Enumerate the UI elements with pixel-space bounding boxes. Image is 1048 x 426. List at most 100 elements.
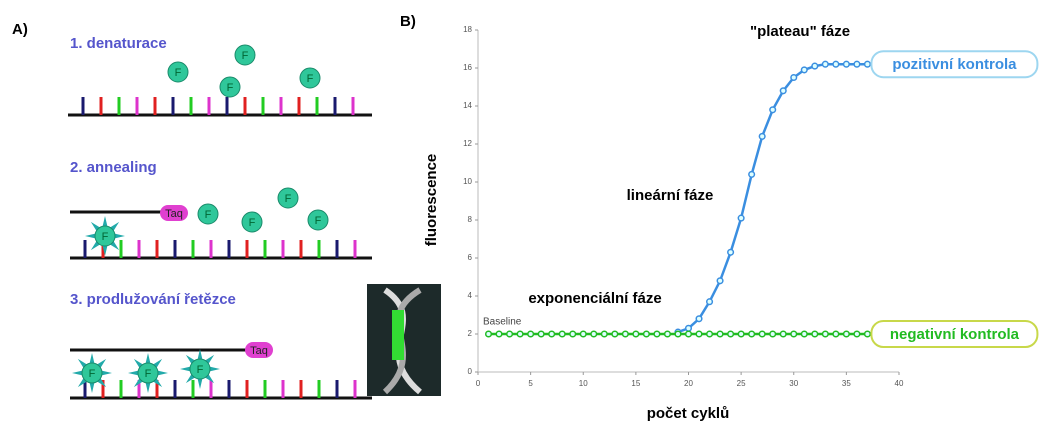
marker	[611, 330, 619, 338]
marker	[737, 214, 745, 222]
x-tick-label: 35	[842, 379, 851, 388]
y-tick-label: 18	[463, 25, 472, 34]
marker	[621, 330, 629, 338]
fluorophore	[167, 61, 189, 83]
marker	[769, 330, 777, 338]
marker	[727, 248, 735, 256]
marker	[706, 330, 714, 338]
marker	[684, 324, 693, 332]
glow	[85, 233, 97, 239]
marker	[527, 330, 535, 338]
marker	[695, 315, 703, 323]
fluorophore	[299, 67, 321, 89]
marker	[832, 60, 840, 68]
dna-photo	[367, 284, 441, 396]
taq	[160, 205, 188, 221]
fluorophore	[81, 362, 103, 384]
glow	[197, 377, 203, 389]
glow	[72, 370, 84, 376]
marker	[548, 330, 556, 338]
x-tick-label: 0	[476, 379, 481, 388]
y-tick-label: 16	[463, 63, 472, 72]
marker	[790, 330, 798, 338]
marker	[674, 330, 682, 338]
marker	[716, 330, 724, 338]
marker	[853, 330, 861, 338]
glow	[180, 366, 192, 372]
y-tick-label: 0	[468, 367, 473, 376]
panel-label: B)	[400, 13, 416, 30]
x-tick-label: 40	[895, 379, 904, 388]
legend-box	[870, 320, 1039, 348]
annotation: "plateau" fáze	[750, 23, 850, 40]
fluorophore	[137, 362, 159, 384]
legend-label: negativní kontrola	[890, 326, 1020, 343]
fluorophore-label: F	[249, 217, 256, 229]
fluorophore	[277, 187, 299, 209]
glow	[100, 370, 112, 376]
marker	[853, 60, 861, 68]
fluorophore-label: F	[175, 67, 182, 79]
glow	[128, 370, 140, 376]
marker	[506, 330, 514, 338]
x-tick-label: 15	[631, 379, 640, 388]
glow	[145, 353, 151, 365]
x-tick-label: 25	[737, 379, 746, 388]
fluorophore-label: F	[242, 50, 249, 62]
marker	[684, 330, 693, 338]
marker	[821, 60, 829, 68]
taq	[245, 342, 273, 358]
marker	[600, 330, 608, 338]
annotation: exponenciální fáze	[528, 290, 661, 307]
marker	[790, 73, 798, 82]
glow	[208, 366, 220, 372]
glow	[89, 353, 95, 365]
fluorophore-label: F	[307, 73, 314, 85]
marker	[811, 62, 819, 70]
marker	[579, 330, 587, 338]
fluorophore	[219, 76, 241, 98]
marker	[706, 298, 714, 306]
marker	[863, 60, 871, 68]
fluorophore-label: F	[315, 215, 322, 227]
marker	[495, 330, 503, 338]
glow	[102, 244, 108, 256]
marker	[737, 330, 745, 338]
annotation: lineární fáze	[627, 187, 714, 204]
step-title: 2. annealing	[70, 159, 157, 176]
marker	[769, 106, 777, 114]
marker	[758, 330, 766, 338]
y-tick-label: 12	[463, 139, 472, 148]
marker	[653, 330, 661, 338]
y-axis-label: fluorescence	[423, 154, 440, 247]
glow	[89, 381, 95, 393]
fluorophore	[94, 225, 116, 247]
fluorophore-label: F	[227, 82, 234, 94]
fluorophore	[189, 358, 211, 380]
taq-label: Taq	[165, 208, 183, 220]
marker	[842, 60, 850, 68]
panel-label: A)	[12, 21, 28, 38]
marker	[811, 330, 819, 338]
marker	[832, 330, 840, 338]
marker	[727, 330, 735, 338]
marker	[821, 330, 829, 338]
fluorophore	[307, 209, 329, 231]
marker	[779, 87, 787, 95]
glow	[102, 216, 108, 228]
fluorophore	[241, 211, 263, 233]
marker	[537, 330, 545, 338]
marker	[716, 277, 724, 285]
x-tick-label: 10	[579, 379, 588, 388]
marker	[642, 330, 650, 338]
marker	[758, 132, 766, 140]
fluorophore-label: F	[89, 368, 96, 380]
y-tick-label: 2	[468, 329, 473, 338]
glow	[145, 381, 151, 393]
x-axis-label: počet cyklů	[647, 405, 730, 422]
marker	[863, 330, 871, 338]
y-tick-label: 10	[463, 177, 472, 186]
marker	[516, 330, 524, 338]
y-tick-label: 6	[468, 253, 473, 262]
y-tick-label: 14	[463, 101, 472, 110]
